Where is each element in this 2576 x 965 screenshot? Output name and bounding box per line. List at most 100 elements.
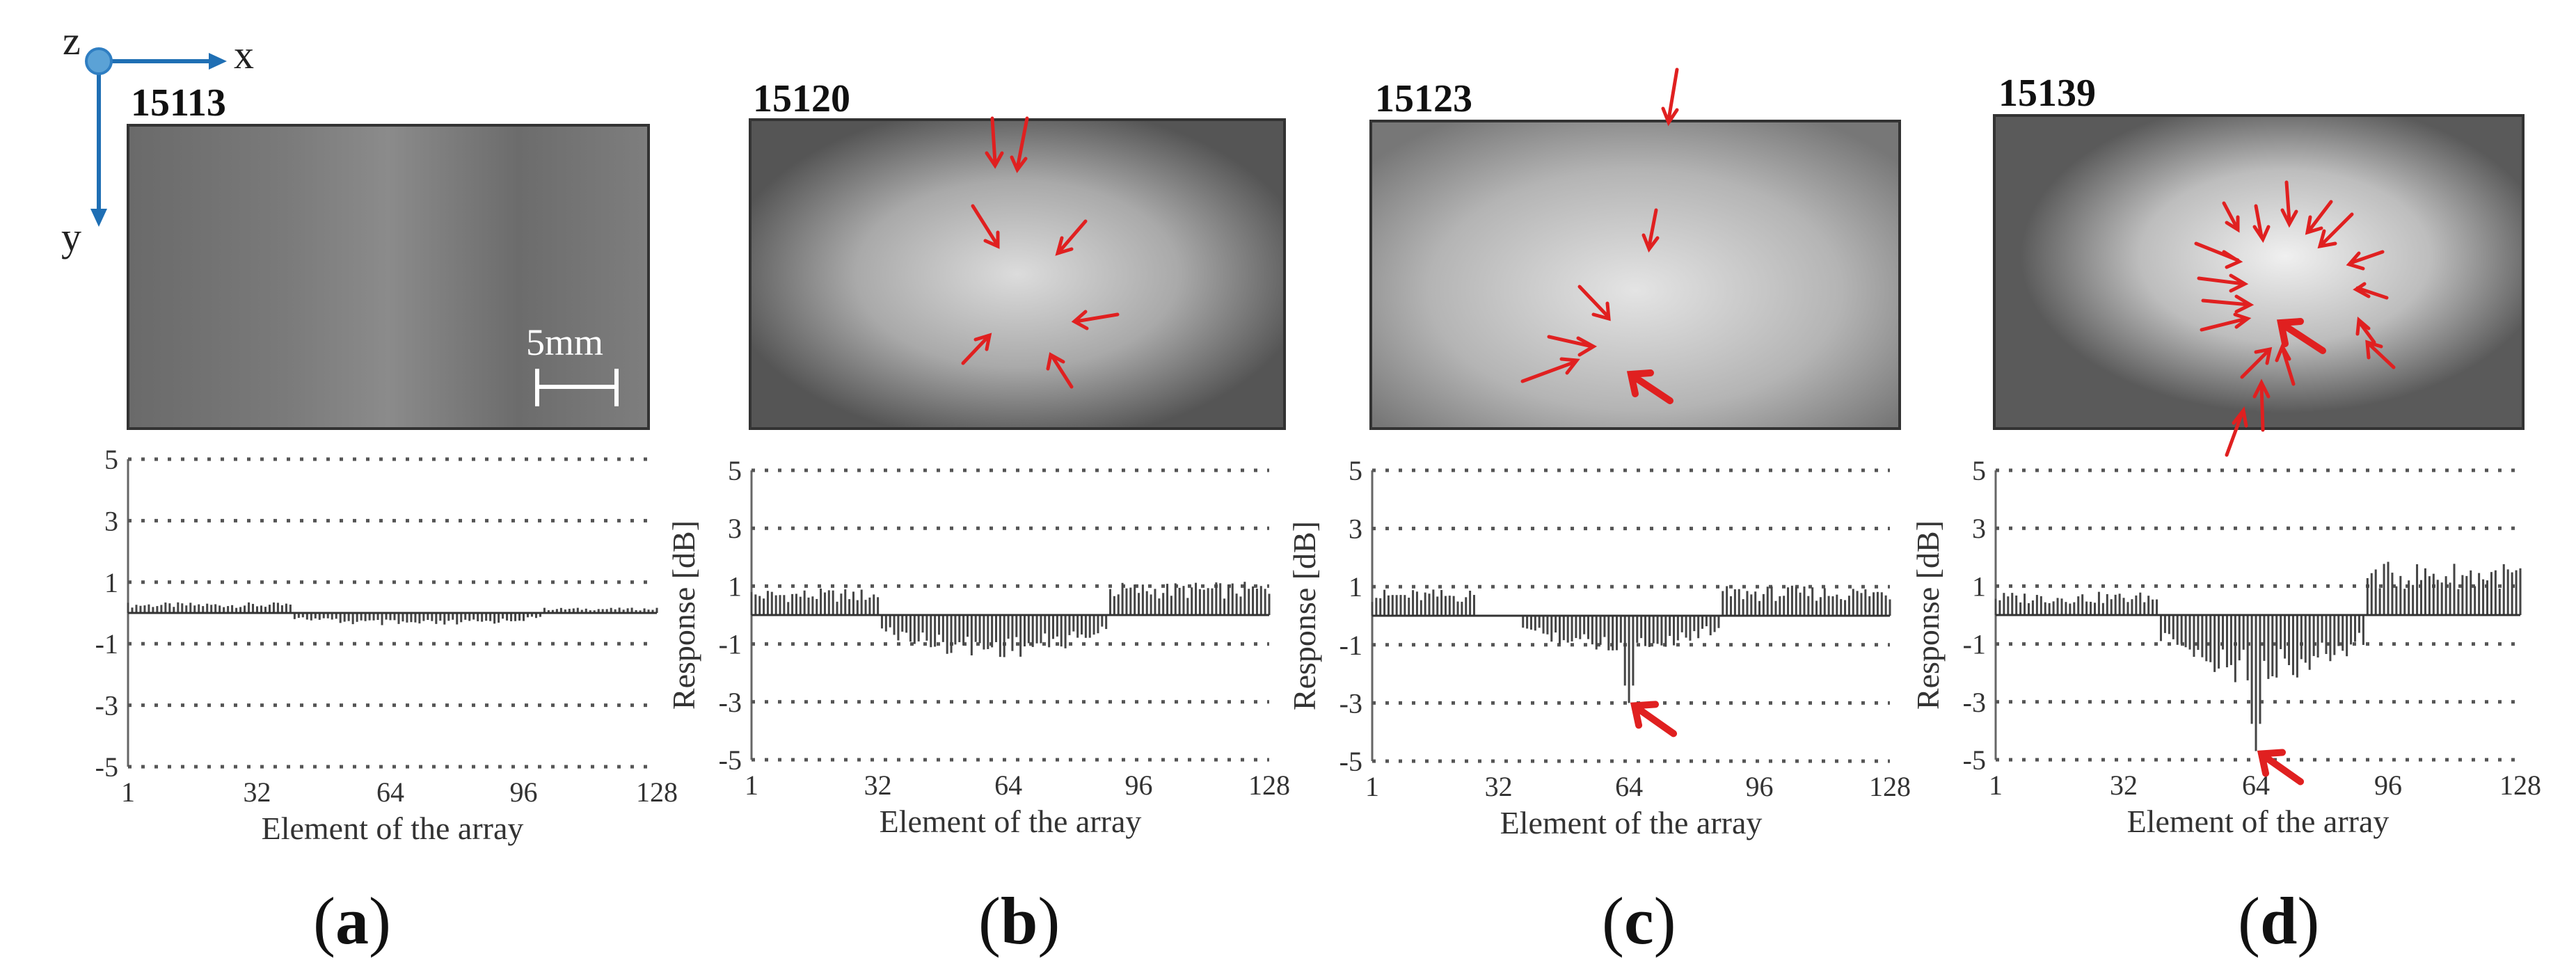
y-tick-label: 1	[104, 567, 118, 598]
bar-series	[1371, 585, 1891, 703]
defect-arrow	[2346, 250, 2385, 271]
x-tick-label: 32	[1485, 771, 1513, 802]
x-arrowhead-icon	[209, 53, 227, 70]
x-tick-label: 64	[1615, 771, 1643, 802]
defect-arrow	[2200, 312, 2252, 332]
defect-arrow	[1010, 116, 1029, 173]
coordinate-axes-indicator: x y z	[61, 18, 254, 260]
defect-arrow	[2280, 180, 2298, 228]
defect-arrow	[2252, 378, 2271, 432]
x-tick-label: 32	[244, 776, 271, 808]
x-tick-label: 128	[2499, 769, 2541, 801]
y-arrowhead-icon	[90, 209, 107, 227]
scale-bar: 5mm	[526, 321, 619, 406]
y-axis-title: Response [dB]	[666, 520, 701, 710]
defect-arrows-c	[1520, 67, 1679, 404]
defect-arrows-b	[961, 116, 1120, 389]
y-tick-label: -1	[95, 628, 118, 660]
defect-arrow	[1520, 357, 1580, 383]
panel-label-c: (c)	[1602, 884, 1676, 958]
main-defect-arrow	[1626, 369, 1673, 404]
x-axis-title: Element of the array	[262, 811, 524, 846]
x-axis-title: Element of the array	[2127, 804, 2390, 839]
x-axis-title: Element of the array	[880, 804, 1142, 839]
x-tick-label: 1	[745, 769, 758, 801]
x-axis-label: x	[234, 32, 254, 77]
y-tick-label: -5	[1963, 744, 1986, 776]
y-tick-label: 3	[728, 513, 742, 544]
panel-label-a: (a)	[313, 884, 391, 958]
y-tick-label: -3	[719, 687, 742, 718]
specimen-id-a: 15113	[131, 81, 226, 125]
specimen-id-c: 15123	[1375, 77, 1472, 120]
defect-arrow	[2305, 200, 2333, 235]
z-axis-label: z	[63, 18, 81, 63]
x-tick-label: 64	[994, 769, 1022, 801]
y-tick-label: 3	[1972, 513, 1986, 544]
defect-arrow	[1046, 352, 1074, 389]
y-tick-label: 3	[104, 505, 118, 536]
z-axis-dot-icon	[85, 47, 113, 75]
panel-label-d: (d)	[2238, 884, 2319, 958]
peak-arrow	[2257, 749, 2305, 785]
y-tick-label: -3	[1963, 687, 1986, 718]
specimen-id-d: 15139	[1998, 72, 2096, 115]
x-tick-label: 128	[1869, 771, 1911, 802]
micrograph-a	[127, 124, 650, 430]
y-tick-label: -3	[1339, 687, 1362, 719]
defect-arrow	[2317, 212, 2354, 249]
x-tick-label: 1	[1365, 771, 1379, 802]
defect-arrow	[2197, 273, 2249, 293]
main-defect-arrow	[2276, 318, 2326, 354]
y-tick-label: 5	[728, 455, 742, 486]
y-tick-label: -1	[1963, 629, 1986, 660]
defect-arrow	[2240, 346, 2273, 379]
defect-arrow	[2365, 340, 2396, 369]
bar-series	[1994, 561, 2522, 751]
defect-arrows-d	[2194, 180, 2396, 457]
y-tick-label: -5	[719, 744, 742, 776]
x-tick-label: 32	[864, 769, 892, 801]
y-tick-label: 1	[728, 571, 742, 602]
defect-arrow	[961, 333, 992, 365]
bar-series	[750, 582, 1271, 657]
panel-label-b: (b)	[978, 884, 1060, 958]
micrograph-d	[1993, 114, 2525, 430]
defect-arrow	[2194, 241, 2243, 269]
defect-arrow	[985, 116, 1004, 169]
y-tick-label: 1	[1349, 571, 1362, 603]
peak-arrow	[1630, 701, 1678, 737]
x-tick-label: 128	[1248, 769, 1290, 801]
defect-arrow	[1661, 67, 1679, 127]
y-tick-label: -1	[1339, 630, 1362, 661]
x-axis-title: Element of the array	[1500, 805, 1763, 840]
x-tick-label: 96	[2374, 769, 2402, 801]
x-tick-label: 96	[1125, 769, 1153, 801]
defect-arrow	[2225, 406, 2248, 457]
defect-arrow	[1071, 310, 1120, 330]
defect-arrow	[2222, 201, 2240, 233]
y-tick-label: -3	[95, 690, 118, 721]
x-tick-label: 1	[121, 776, 135, 808]
y-tick-label: 5	[1972, 455, 1986, 486]
y-axis-title: Response [dB]	[1287, 521, 1322, 710]
y-tick-label: 5	[1349, 455, 1362, 486]
scale-bar-label: 5mm	[526, 321, 603, 363]
defect-arrow	[1547, 335, 1598, 357]
defect-arrow	[2201, 294, 2255, 314]
y-tick-label: -5	[95, 751, 118, 783]
defect-arrow	[2275, 342, 2296, 386]
x-tick-label: 64	[376, 776, 404, 808]
y-tick-label: -5	[1339, 746, 1362, 777]
defect-arrow	[1055, 219, 1088, 256]
x-tick-label: 128	[636, 776, 678, 808]
y-tick-label: 1	[1972, 571, 1986, 602]
x-tick-label: 32	[2110, 769, 2138, 801]
y-axis-title: Response [dB]	[1910, 520, 1946, 710]
